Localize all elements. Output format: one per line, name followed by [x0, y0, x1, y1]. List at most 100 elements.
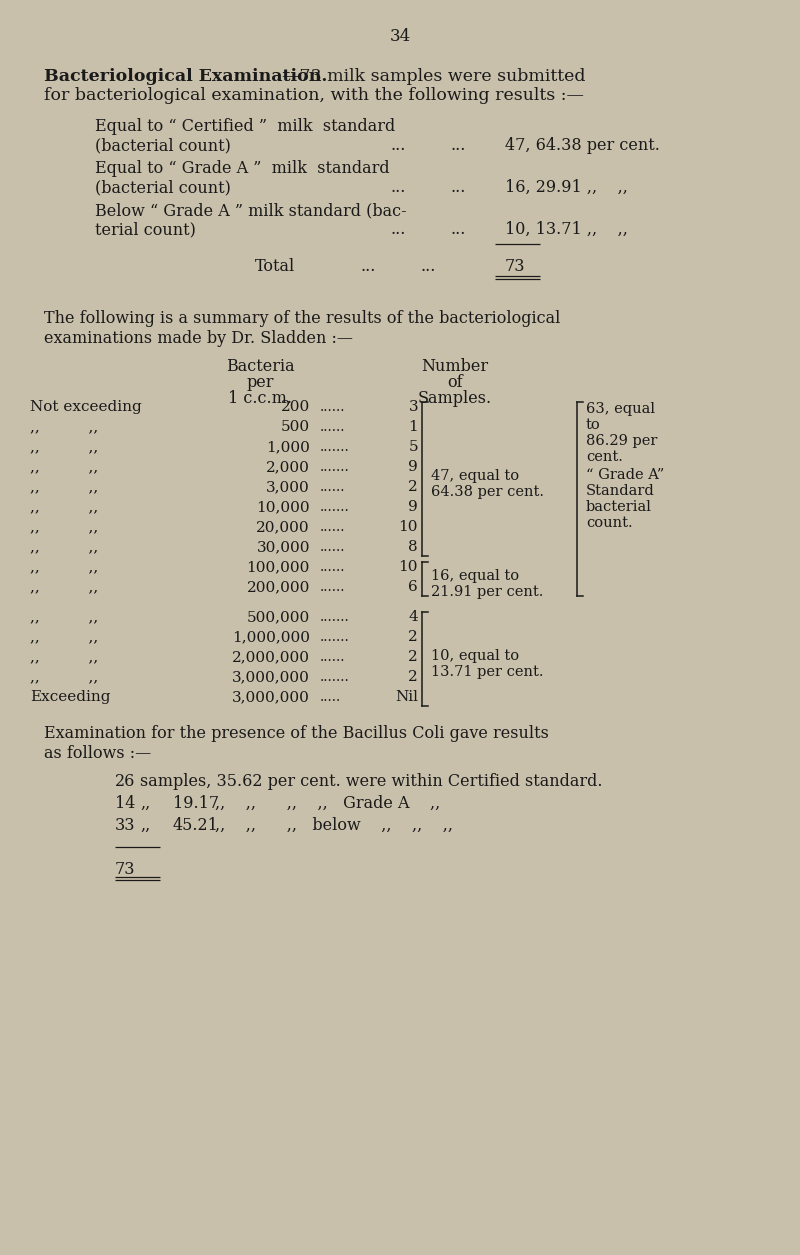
Text: 63, equal: 63, equal — [586, 402, 655, 415]
Text: 30,000: 30,000 — [257, 540, 310, 553]
Text: ,,          ,,: ,, ,, — [30, 670, 98, 684]
Text: cent.: cent. — [586, 451, 623, 464]
Text: 20,000: 20,000 — [256, 520, 310, 533]
Text: 6: 6 — [408, 580, 418, 594]
Text: 1,000: 1,000 — [266, 441, 310, 454]
Text: ......: ...... — [320, 479, 346, 494]
Text: per: per — [246, 374, 274, 392]
Text: ,,          ,,: ,, ,, — [30, 520, 98, 533]
Text: 47, equal to: 47, equal to — [431, 469, 519, 483]
Text: 500: 500 — [281, 420, 310, 434]
Text: ......: ...... — [320, 650, 346, 664]
Text: Examination for the presence of the Bacillus Coli gave results: Examination for the presence of the Baci… — [44, 725, 549, 742]
Text: ,,          ,,: ,, ,, — [30, 540, 98, 553]
Text: (bacterial count): (bacterial count) — [95, 179, 231, 196]
Text: ,,    ,,      ,,   below    ,,    ,,    ,,: ,, ,, ,, below ,, ,, ,, — [215, 817, 453, 835]
Text: ...: ... — [450, 179, 466, 196]
Text: 2: 2 — [408, 479, 418, 494]
Text: examinations made by Dr. Sladden :—: examinations made by Dr. Sladden :— — [44, 330, 353, 346]
Text: .......: ....... — [320, 499, 350, 515]
Text: 34: 34 — [390, 28, 410, 45]
Text: 10: 10 — [398, 520, 418, 533]
Text: 1 c.c.m.: 1 c.c.m. — [228, 390, 292, 407]
Text: as follows :—: as follows :— — [44, 745, 151, 762]
Text: 26: 26 — [115, 773, 135, 789]
Text: for bacteriological examination, with the following results :—: for bacteriological examination, with th… — [44, 87, 584, 104]
Text: of: of — [447, 374, 463, 392]
Text: ,,: ,, — [140, 817, 150, 835]
Text: ,,          ,,: ,, ,, — [30, 650, 98, 664]
Text: ...: ... — [450, 137, 466, 154]
Text: (bacterial count): (bacterial count) — [95, 137, 231, 154]
Text: 3: 3 — [408, 400, 418, 414]
Text: ...: ... — [390, 179, 406, 196]
Text: Bacteria: Bacteria — [226, 358, 294, 375]
Text: 2,000: 2,000 — [266, 461, 310, 474]
Text: 3,000,000: 3,000,000 — [232, 690, 310, 704]
Text: 9: 9 — [408, 461, 418, 474]
Text: 10, equal to: 10, equal to — [431, 649, 519, 663]
Text: 3,000,000: 3,000,000 — [232, 670, 310, 684]
Text: 10, 13.71 ,,    ,,: 10, 13.71 ,, ,, — [505, 221, 628, 238]
Text: Number: Number — [422, 358, 489, 375]
Text: 500,000: 500,000 — [246, 610, 310, 624]
Text: 5: 5 — [408, 441, 418, 454]
Text: 45.21: 45.21 — [173, 817, 219, 835]
Text: Bacteriological Examination.: Bacteriological Examination. — [44, 68, 327, 85]
Text: .......: ....... — [320, 461, 350, 474]
Text: ,,          ,,: ,, ,, — [30, 580, 98, 594]
Text: 2: 2 — [408, 630, 418, 644]
Text: 16, equal to: 16, equal to — [431, 569, 519, 584]
Text: “ Grade A”: “ Grade A” — [586, 468, 664, 482]
Text: ...: ... — [360, 259, 375, 275]
Text: The following is a summary of the results of the bacteriological: The following is a summary of the result… — [44, 310, 560, 328]
Text: bacterial: bacterial — [586, 499, 652, 515]
Text: .......: ....... — [320, 630, 350, 644]
Text: 86.29 per: 86.29 per — [586, 434, 658, 448]
Text: .......: ....... — [320, 610, 350, 624]
Text: 10: 10 — [398, 560, 418, 574]
Text: Not exceeding: Not exceeding — [30, 400, 142, 414]
Text: 200: 200 — [281, 400, 310, 414]
Text: 64.38 per cent.: 64.38 per cent. — [431, 484, 544, 499]
Text: ,,          ,,: ,, ,, — [30, 499, 98, 515]
Text: ......: ...... — [320, 520, 346, 533]
Text: Equal to “ Grade A ”  milk  standard: Equal to “ Grade A ” milk standard — [95, 159, 390, 177]
Text: ...: ... — [420, 259, 435, 275]
Text: 21.91 per cent.: 21.91 per cent. — [431, 585, 543, 599]
Text: .......: ....... — [320, 441, 350, 454]
Text: 73: 73 — [115, 861, 135, 878]
Text: —73 milk samples were submitted: —73 milk samples were submitted — [282, 68, 586, 85]
Text: 14: 14 — [115, 794, 135, 812]
Text: 19.17: 19.17 — [173, 794, 219, 812]
Text: ,,          ,,: ,, ,, — [30, 461, 98, 474]
Text: ......: ...... — [320, 400, 346, 414]
Text: 2: 2 — [408, 670, 418, 684]
Text: samples, 35.62 per cent. were within Certified standard.: samples, 35.62 per cent. were within Cer… — [140, 773, 602, 789]
Text: Below “ Grade A ” milk standard (bac-: Below “ Grade A ” milk standard (bac- — [95, 202, 406, 220]
Text: 1: 1 — [408, 420, 418, 434]
Text: 16, 29.91 ,,    ,,: 16, 29.91 ,, ,, — [505, 179, 628, 196]
Text: 100,000: 100,000 — [246, 560, 310, 574]
Text: ,,          ,,: ,, ,, — [30, 479, 98, 494]
Text: 2: 2 — [408, 650, 418, 664]
Text: count.: count. — [586, 516, 633, 530]
Text: 33: 33 — [115, 817, 135, 835]
Text: .....: ..... — [320, 690, 342, 704]
Text: 13.71 per cent.: 13.71 per cent. — [431, 665, 543, 679]
Text: ,,: ,, — [140, 794, 150, 812]
Text: terial count): terial count) — [95, 221, 196, 238]
Text: 1,000,000: 1,000,000 — [232, 630, 310, 644]
Text: 10,000: 10,000 — [256, 499, 310, 515]
Text: ...: ... — [390, 137, 406, 154]
Text: 73: 73 — [505, 259, 526, 275]
Text: 47, 64.38 per cent.: 47, 64.38 per cent. — [505, 137, 660, 154]
Text: 4: 4 — [408, 610, 418, 624]
Text: ,,          ,,: ,, ,, — [30, 560, 98, 574]
Text: ,,          ,,: ,, ,, — [30, 630, 98, 644]
Text: 8: 8 — [408, 540, 418, 553]
Text: ...: ... — [390, 221, 406, 238]
Text: ,,          ,,: ,, ,, — [30, 420, 98, 434]
Text: ......: ...... — [320, 420, 346, 434]
Text: 9: 9 — [408, 499, 418, 515]
